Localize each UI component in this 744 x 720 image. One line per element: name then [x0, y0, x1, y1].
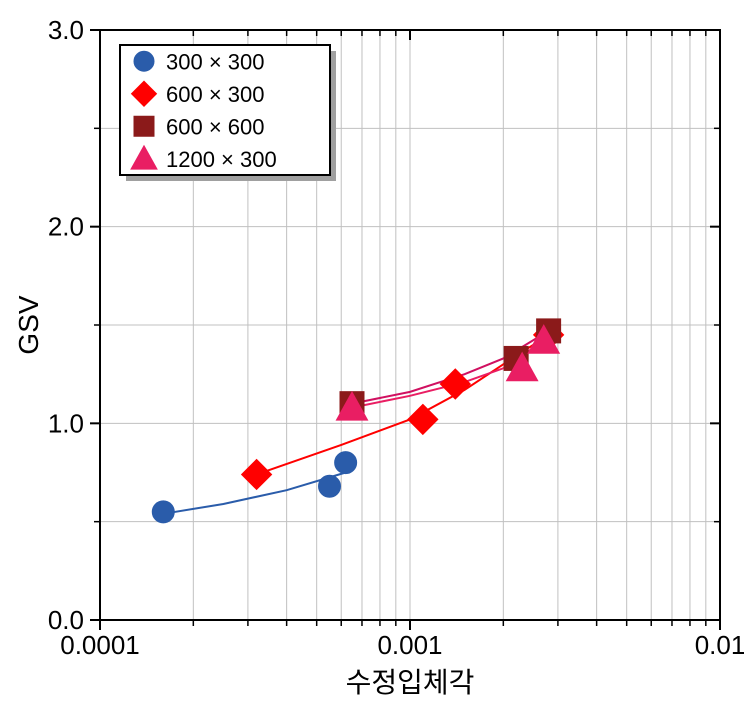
svg-text:1200 × 300: 1200 × 300: [166, 147, 277, 172]
svg-text:2.0: 2.0: [48, 212, 84, 242]
svg-text:0.001: 0.001: [377, 630, 442, 660]
svg-text:0.01: 0.01: [695, 630, 744, 660]
svg-text:3.0: 3.0: [48, 15, 84, 45]
chart-container: 0.00010.0010.010.01.02.03.0수정입체각GSV300 ×…: [0, 0, 744, 720]
svg-text:300 × 300: 300 × 300: [166, 49, 264, 74]
svg-text:수정입체각: 수정입체각: [346, 667, 475, 698]
svg-text:600 × 600: 600 × 600: [166, 114, 264, 139]
scatter-chart: 0.00010.0010.010.01.02.03.0수정입체각GSV300 ×…: [0, 0, 744, 720]
svg-text:1.0: 1.0: [48, 408, 84, 438]
svg-text:600 × 300: 600 × 300: [166, 82, 264, 107]
svg-text:0.0: 0.0: [48, 605, 84, 635]
svg-text:GSV: GSV: [13, 295, 44, 354]
